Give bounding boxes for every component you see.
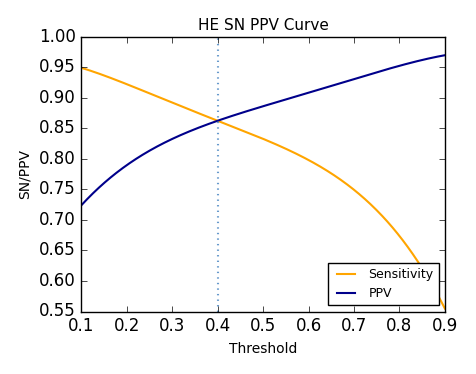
- X-axis label: Threshold: Threshold: [229, 342, 298, 356]
- Legend: Sensitivity, PPV: Sensitivity, PPV: [328, 263, 438, 305]
- Sensitivity: [433, 290, 439, 294]
- PPV: [295, 94, 300, 98]
- Sensitivity: [442, 306, 448, 311]
- PPV: [251, 107, 257, 111]
- PPV: [433, 55, 439, 59]
- PPV: [275, 99, 281, 104]
- Sensitivity: [79, 65, 84, 70]
- PPV: [377, 69, 382, 74]
- Sensitivity: [253, 134, 259, 138]
- PPV: [79, 203, 84, 208]
- Title: HE SN PPV Curve: HE SN PPV Curve: [198, 18, 328, 33]
- PPV: [442, 53, 448, 58]
- PPV: [253, 106, 259, 111]
- Y-axis label: SN/PPV: SN/PPV: [18, 149, 32, 199]
- Sensitivity: [295, 152, 300, 157]
- Line: PPV: PPV: [81, 55, 445, 205]
- Sensitivity: [275, 143, 281, 147]
- Line: Sensitivity: Sensitivity: [81, 68, 445, 309]
- Sensitivity: [251, 133, 257, 137]
- Sensitivity: [377, 211, 382, 215]
